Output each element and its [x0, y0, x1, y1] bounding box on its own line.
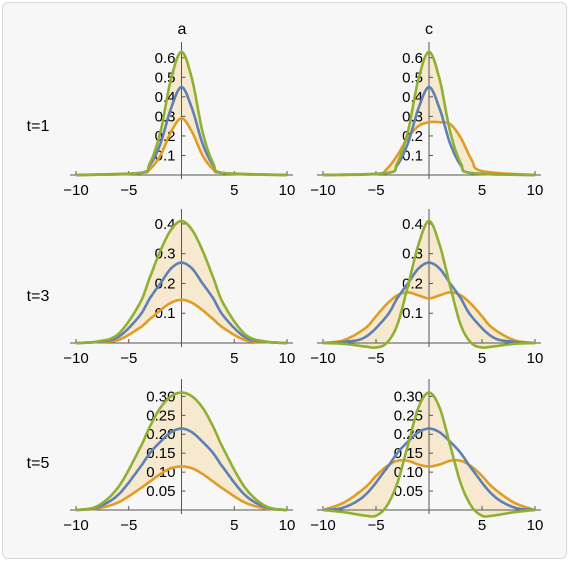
y-tick-label: 0.4: [402, 216, 423, 233]
x-tick-label: −5: [120, 182, 137, 199]
x-tick-label: 10: [279, 517, 296, 534]
x-tick-label: −10: [310, 182, 335, 199]
panel-4: −10 −5 5 100.10.20.30.4: [310, 209, 543, 367]
x-tick-label: 10: [279, 182, 296, 199]
series-line-orange: [322, 291, 536, 345]
column-title-c: c: [425, 21, 433, 38]
panel-3: −10 −5 5 100.10.20.30.4: [63, 209, 295, 367]
series-line-green: [322, 391, 536, 518]
x-tick-label: 10: [527, 517, 544, 534]
series-line-orange: [75, 298, 288, 345]
y-tick-label: 0.4: [155, 216, 176, 233]
x-tick-label: −10: [63, 350, 88, 367]
x-tick-label: −10: [310, 517, 335, 534]
x-tick-label: 5: [478, 182, 486, 199]
x-tick-label: 10: [279, 350, 296, 367]
panel-6: −10 −5 5 100.050.100.150.200.250.30: [310, 379, 543, 534]
x-tick-label: 5: [478, 517, 486, 534]
series-line-green: [75, 391, 288, 512]
panel-2: −10 −5 5 100.10.20.30.40.50.6: [310, 42, 543, 199]
series-line-blue: [75, 261, 288, 345]
x-tick-label: −5: [120, 350, 137, 367]
x-tick-label: −5: [120, 517, 137, 534]
series-line-green: [322, 50, 536, 177]
series-line-orange: [323, 120, 536, 177]
series-line-blue: [75, 427, 288, 512]
y-tick-label: 0.1: [155, 147, 176, 164]
series-line-orange: [75, 465, 288, 512]
series-line-green: [75, 219, 288, 345]
x-tick-label: 5: [478, 350, 486, 367]
x-tick-label: −10: [63, 182, 88, 199]
x-tick-label: 5: [230, 182, 238, 199]
y-tick-label: 0.4: [402, 89, 423, 106]
y-tick-label: 0.1: [402, 147, 423, 164]
y-tick-label: 0.2: [155, 275, 176, 292]
y-tick-label: 0.1: [402, 305, 423, 322]
y-tick-label: 0.05: [146, 483, 175, 500]
y-tick-label: 0.6: [155, 50, 176, 67]
x-tick-label: 5: [230, 517, 238, 534]
y-tick-label: 0.30: [394, 388, 423, 405]
row-title-t3: t=3: [27, 288, 50, 305]
x-tick-label: −5: [367, 517, 384, 534]
x-tick-label: −5: [367, 350, 384, 367]
x-tick-label: 10: [527, 182, 544, 199]
x-tick-label: −10: [310, 350, 335, 367]
y-tick-label: 0.20: [394, 426, 423, 443]
series-line-blue: [322, 261, 536, 345]
y-tick-label: 0.4: [155, 89, 176, 106]
panel-1: −10 −5 5 100.10.20.30.40.50.6: [63, 42, 295, 199]
row-title-t1: t=1: [27, 118, 50, 135]
column-title-a: a: [178, 21, 187, 38]
row-title-t5: t=5: [27, 455, 50, 472]
y-tick-label: 0.30: [146, 388, 175, 405]
panels-group: −10 −5 5 100.10.20.30.40.50.6−10 −5 5 100.10.2…: [63, 42, 543, 534]
series-line-blue: [322, 427, 536, 512]
x-tick-label: 5: [230, 350, 238, 367]
series-line-orange: [322, 458, 536, 512]
y-tick-label: 0.25: [146, 407, 175, 424]
x-tick-label: −10: [63, 517, 88, 534]
y-tick-label: 0.3: [402, 246, 423, 263]
x-tick-label: −5: [367, 182, 384, 199]
panel-5: −10 −5 5 100.050.100.150.200.250.30: [63, 379, 295, 534]
y-tick-label: 0.20: [146, 426, 175, 443]
series-line-green: [75, 50, 288, 177]
y-tick-label: 0.6: [402, 50, 423, 67]
x-tick-label: 10: [527, 350, 544, 367]
y-tick-label: 0.05: [394, 483, 423, 500]
series-line-green: [322, 219, 536, 349]
